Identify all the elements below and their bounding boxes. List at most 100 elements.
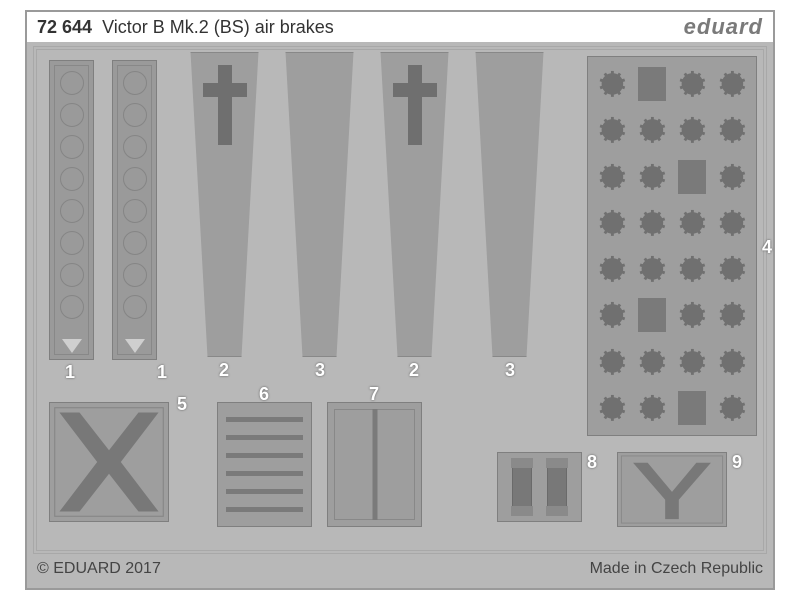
gear-icon (598, 298, 627, 332)
part-4-cell (594, 109, 630, 151)
strut-icon (547, 459, 567, 515)
solid-square-icon (678, 160, 707, 194)
gear-icon (718, 206, 747, 240)
gear-icon (638, 206, 667, 240)
gear-icon (638, 345, 667, 379)
part-8 (497, 452, 582, 522)
part-4-cell (714, 248, 750, 290)
part-3 (277, 52, 362, 357)
gear-icon (718, 298, 747, 332)
part-4-cell (594, 202, 630, 244)
part-4-cell (594, 63, 630, 105)
part-4 (587, 56, 757, 436)
gear-icon (718, 252, 747, 286)
gear-icon (718, 345, 747, 379)
part-4-cell (634, 248, 670, 290)
gear-icon (678, 206, 707, 240)
part-4-cell (674, 109, 710, 151)
part-label-9: 9 (732, 452, 742, 473)
part-4-cell (674, 156, 710, 198)
part-4-cell (714, 341, 750, 383)
part-4-cell (594, 341, 630, 383)
gear-icon (598, 113, 627, 147)
part-4-cell (714, 294, 750, 336)
part-1-right (112, 60, 157, 360)
part-label-7: 7 (369, 384, 379, 405)
solid-square-icon (678, 391, 707, 425)
part-4-cell (674, 294, 710, 336)
part-label-6: 6 (259, 384, 269, 405)
part-label-3: 3 (315, 360, 325, 381)
part-4-cell (594, 294, 630, 336)
part-4-cell (714, 109, 750, 151)
gear-icon (598, 160, 627, 194)
gear-icon (678, 252, 707, 286)
product-title: Victor B Mk.2 (BS) air brakes (102, 17, 684, 38)
gear-icon (718, 67, 747, 101)
part-6-bars (226, 411, 303, 518)
gear-icon (638, 113, 667, 147)
y-brace-icon (618, 453, 726, 526)
header-bar: 72 644 Victor B Mk.2 (BS) air brakes edu… (27, 12, 773, 42)
part-7 (327, 402, 422, 527)
part-label-8: 8 (587, 452, 597, 473)
part-3 (467, 52, 552, 357)
part-4-cell (594, 248, 630, 290)
gear-icon (678, 113, 707, 147)
solid-square-icon (638, 298, 667, 332)
gear-icon (678, 345, 707, 379)
gear-icon (718, 160, 747, 194)
part-4-cell (674, 202, 710, 244)
gear-icon (638, 252, 667, 286)
gear-icon (718, 391, 747, 425)
gear-icon (678, 298, 707, 332)
part-4-cell (634, 63, 670, 105)
etch-sheet: 72 644 Victor B Mk.2 (BS) air brakes edu… (25, 10, 775, 590)
part-4-cell (634, 387, 670, 429)
product-number: 72 644 (37, 17, 92, 38)
part-9 (617, 452, 727, 527)
gear-icon (598, 67, 627, 101)
part-4-cell (634, 202, 670, 244)
gear-icon (598, 206, 627, 240)
wedge-cross (203, 65, 247, 145)
part-label-5: 5 (177, 394, 187, 415)
part-4-cell (594, 387, 630, 429)
part-7-bar (372, 409, 377, 520)
part-1-left (49, 60, 94, 360)
part-4-cell (674, 341, 710, 383)
triangle-icon (62, 339, 82, 353)
gear-icon (678, 67, 707, 101)
part-label-3: 3 (505, 360, 515, 381)
wedge-cross (393, 65, 437, 145)
part-label-4: 4 (762, 237, 772, 258)
part-4-cell (634, 341, 670, 383)
footer-copyright: © EDUARD 2017 (37, 556, 161, 582)
strut-icon (512, 459, 532, 515)
gear-icon (598, 345, 627, 379)
part-4-cell (634, 156, 670, 198)
part-4-cell (594, 156, 630, 198)
gear-icon (598, 252, 627, 286)
part-label-2: 2 (219, 360, 229, 381)
part-label-2: 2 (409, 360, 419, 381)
footer-origin: Made in Czech Republic (590, 556, 763, 582)
part-4-cell (674, 248, 710, 290)
gear-icon (598, 391, 627, 425)
part-2 (182, 52, 267, 357)
solid-square-icon (638, 67, 667, 101)
gear-icon (638, 160, 667, 194)
part-4-grid (594, 63, 750, 429)
gear-icon (638, 391, 667, 425)
part-4-cell (634, 294, 670, 336)
part-label-1: 1 (65, 362, 75, 383)
brand-logo: eduard (684, 14, 763, 40)
part-5 (49, 402, 169, 522)
part-4-cell (714, 156, 750, 198)
part-6 (217, 402, 312, 527)
gear-icon (718, 113, 747, 147)
triangle-icon (125, 339, 145, 353)
part-label-1: 1 (157, 362, 167, 383)
part-4-cell (714, 387, 750, 429)
part-4-cell (714, 202, 750, 244)
